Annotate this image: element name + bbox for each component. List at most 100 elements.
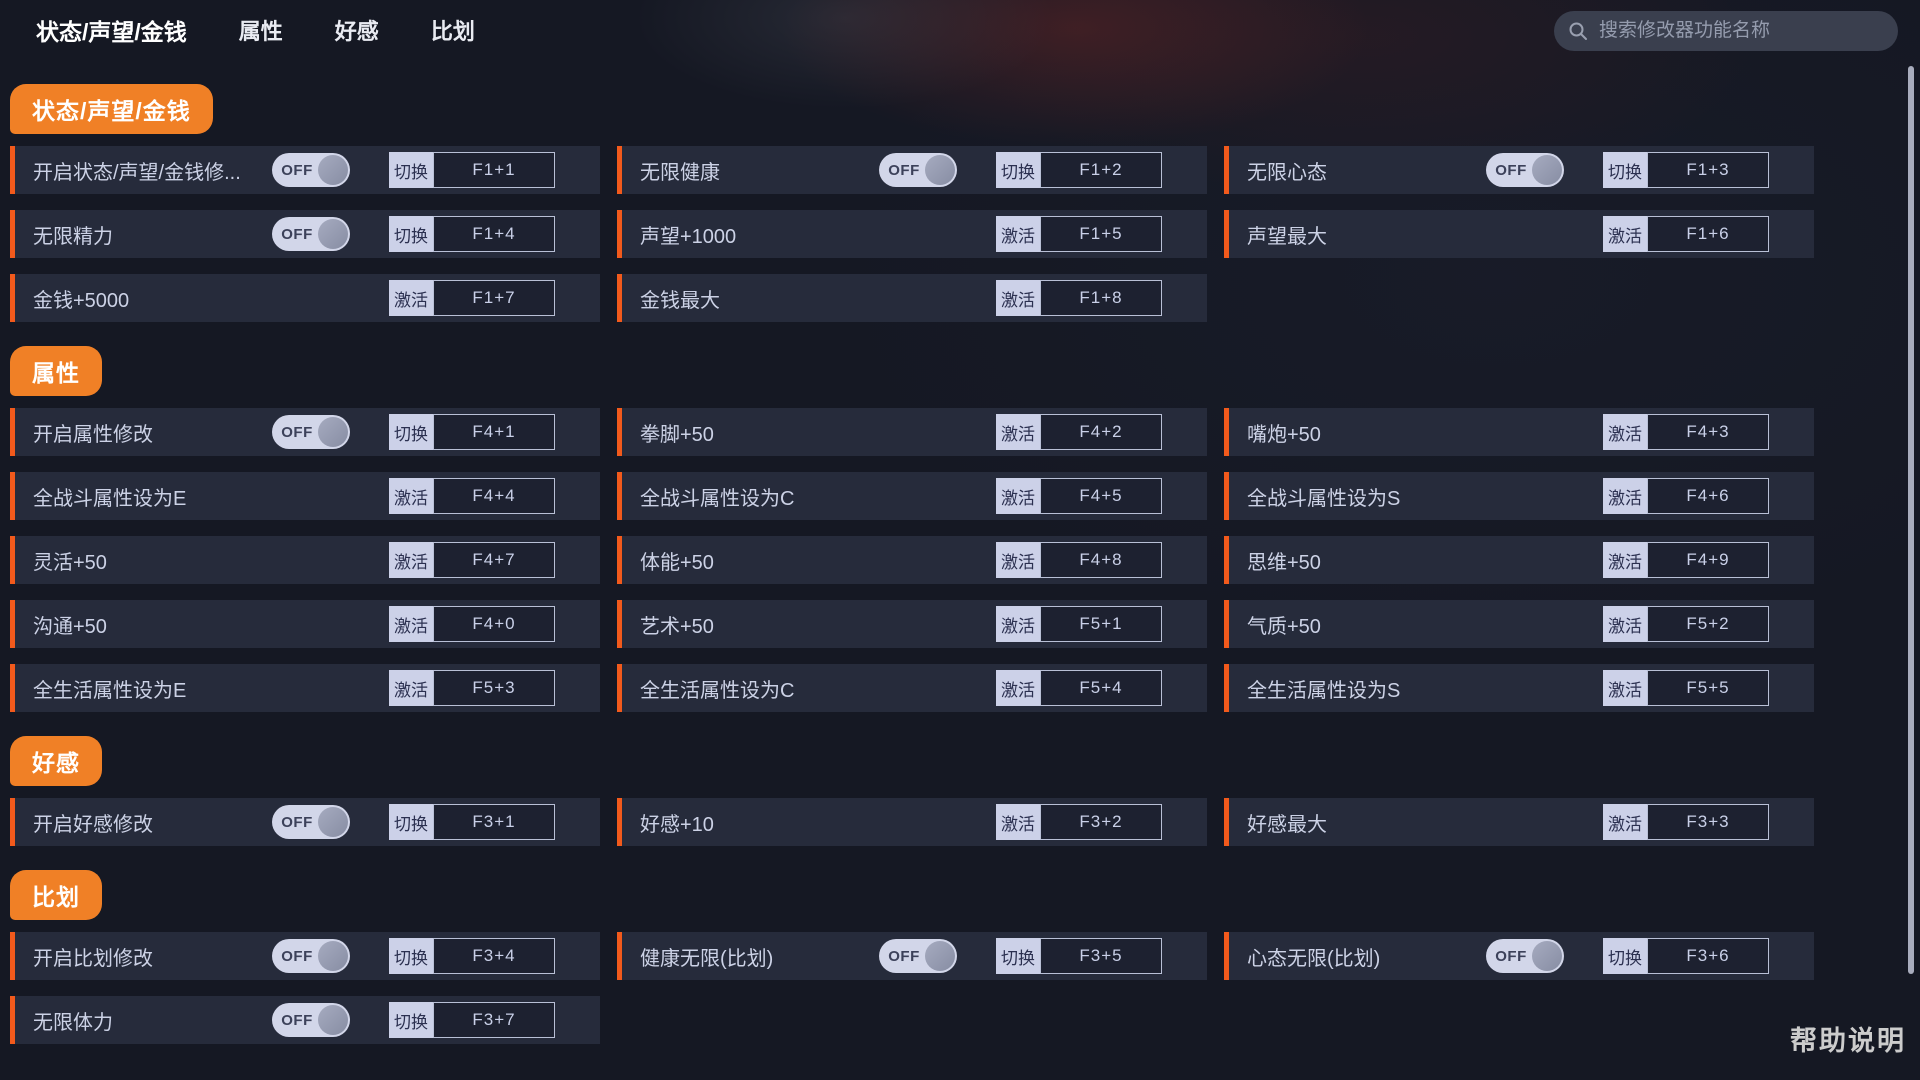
hotkey-box[interactable]: F5+1 [1040,606,1162,642]
hotkey-box[interactable]: F1+3 [1647,152,1769,188]
action-button[interactable]: 激活 [996,670,1040,706]
action-button[interactable]: 切换 [389,1002,433,1038]
hotkey-box[interactable]: F1+6 [1647,216,1769,252]
action-button[interactable]: 切换 [389,938,433,974]
feature-label: 好感最大 [1247,813,1327,836]
toggle-switch[interactable]: OFF [272,415,350,449]
hotkey-box[interactable]: F4+2 [1040,414,1162,450]
help-link[interactable]: 帮助说明 [1790,1026,1906,1056]
action-button[interactable]: 切换 [389,414,433,450]
tab-attributes[interactable]: 属性 [238,19,283,44]
toggle-switch[interactable]: OFF [879,939,957,973]
feature-row: 气质+50 激活 F5+2 [1224,600,1814,648]
vertical-scrollbar[interactable] [1908,66,1914,974]
toggle-switch[interactable]: OFF [879,153,957,187]
hotkey-box[interactable]: F3+3 [1647,804,1769,840]
tab-bihua[interactable]: 比划 [430,19,475,44]
hotkey-box[interactable]: F3+7 [433,1002,555,1038]
hotkey-box[interactable]: F1+2 [1040,152,1162,188]
action-button[interactable]: 激活 [389,478,433,514]
action-button[interactable]: 激活 [389,606,433,642]
toggle-knob-icon [925,941,955,971]
tab-status-reputation-money[interactable]: 状态/声望/金钱 [36,19,187,45]
action-button[interactable]: 切换 [996,938,1040,974]
hotkey-box[interactable]: F3+6 [1647,938,1769,974]
hotkey-box[interactable]: F4+6 [1647,478,1769,514]
hotkey-box[interactable]: F4+5 [1040,478,1162,514]
top-bar: 状态/声望/金钱 属性 好感 比划 [0,0,1920,60]
hotkey-box[interactable]: F5+2 [1647,606,1769,642]
action-button[interactable]: 激活 [996,804,1040,840]
hotkey-box[interactable]: F1+5 [1040,216,1162,252]
search-box[interactable] [1554,11,1898,51]
toggle-switch[interactable]: OFF [272,217,350,251]
hotkey-box[interactable]: F1+7 [433,280,555,316]
feature-label: 金钱最大 [640,289,720,312]
action-button[interactable]: 激活 [1603,414,1647,450]
feature-label: 灵活+50 [33,551,107,574]
hotkey-group: 激活 F4+3 [1603,414,1769,450]
toggle-switch[interactable]: OFF [1486,153,1564,187]
hotkey-box[interactable]: F5+5 [1647,670,1769,706]
hotkey-box[interactable]: F4+3 [1647,414,1769,450]
hotkey-box[interactable]: F5+4 [1040,670,1162,706]
toggle-switch[interactable]: OFF [272,1003,350,1037]
action-button[interactable]: 切换 [389,804,433,840]
section-badge: 比划 [10,870,102,920]
action-button[interactable]: 激活 [389,542,433,578]
hotkey-box[interactable]: F4+0 [433,606,555,642]
action-button[interactable]: 激活 [996,280,1040,316]
toggle-switch[interactable]: OFF [272,805,350,839]
feature-label: 嘴炮+50 [1247,423,1321,446]
action-button[interactable]: 激活 [1603,216,1647,252]
feature-row: 健康无限(比划) OFF 切换 F3+5 [617,932,1207,980]
hotkey-box[interactable]: F5+3 [433,670,555,706]
hotkey-box[interactable]: F1+8 [1040,280,1162,316]
action-button[interactable]: 激活 [996,216,1040,252]
action-button[interactable]: 激活 [996,414,1040,450]
feature-label: 全生活属性设为E [33,679,187,702]
action-button[interactable]: 切换 [1603,152,1647,188]
hotkey-group: 激活 F4+8 [996,542,1162,578]
hotkey-box[interactable]: F1+4 [433,216,555,252]
hotkey-group: 切换 F3+5 [996,938,1162,974]
action-button[interactable]: 切换 [389,152,433,188]
hotkey-box[interactable]: F3+5 [1040,938,1162,974]
action-button[interactable]: 激活 [1603,804,1647,840]
feature-row: 开启状态/声望/金钱修... OFF 切换 F1+1 [10,146,600,194]
action-button[interactable]: 激活 [1603,670,1647,706]
action-button[interactable]: 激活 [996,542,1040,578]
action-button[interactable]: 切换 [389,216,433,252]
feature-row: 金钱最大 激活 F1+8 [617,274,1207,322]
action-button[interactable]: 切换 [996,152,1040,188]
hotkey-box[interactable]: F3+1 [433,804,555,840]
hotkey-box[interactable]: F3+2 [1040,804,1162,840]
toggle-knob-icon [318,807,348,837]
action-button[interactable]: 激活 [1603,606,1647,642]
action-button[interactable]: 切换 [1603,938,1647,974]
toggle-switch[interactable]: OFF [1486,939,1564,973]
toggle-switch[interactable]: OFF [272,153,350,187]
feature-row: 全生活属性设为C 激活 F5+4 [617,664,1207,712]
tab-favor[interactable]: 好感 [334,19,379,44]
action-button[interactable]: 激活 [389,670,433,706]
hotkey-box[interactable]: F1+1 [433,152,555,188]
hotkey-box[interactable]: F4+8 [1040,542,1162,578]
hotkey-box[interactable]: F4+1 [433,414,555,450]
toggle-switch[interactable]: OFF [272,939,350,973]
search-input[interactable] [1597,19,1884,43]
action-button[interactable]: 激活 [389,280,433,316]
hotkey-box[interactable]: F4+7 [433,542,555,578]
hotkey-group: 激活 F1+8 [996,280,1162,316]
hotkey-box[interactable]: F4+9 [1647,542,1769,578]
hotkey-group: 切换 F1+2 [996,152,1162,188]
hotkey-box[interactable]: F4+4 [433,478,555,514]
section-grid: 开启比划修改 OFF 切换 F3+4 健康无限(比划) OFF 切换 F3+5 … [10,932,1814,1044]
action-button[interactable]: 激活 [1603,478,1647,514]
action-button[interactable]: 激活 [996,478,1040,514]
hotkey-box[interactable]: F3+4 [433,938,555,974]
action-button[interactable]: 激活 [1603,542,1647,578]
feature-row: 全生活属性设为E 激活 F5+3 [10,664,600,712]
action-button[interactable]: 激活 [996,606,1040,642]
hotkey-group: 切换 F3+4 [389,938,555,974]
